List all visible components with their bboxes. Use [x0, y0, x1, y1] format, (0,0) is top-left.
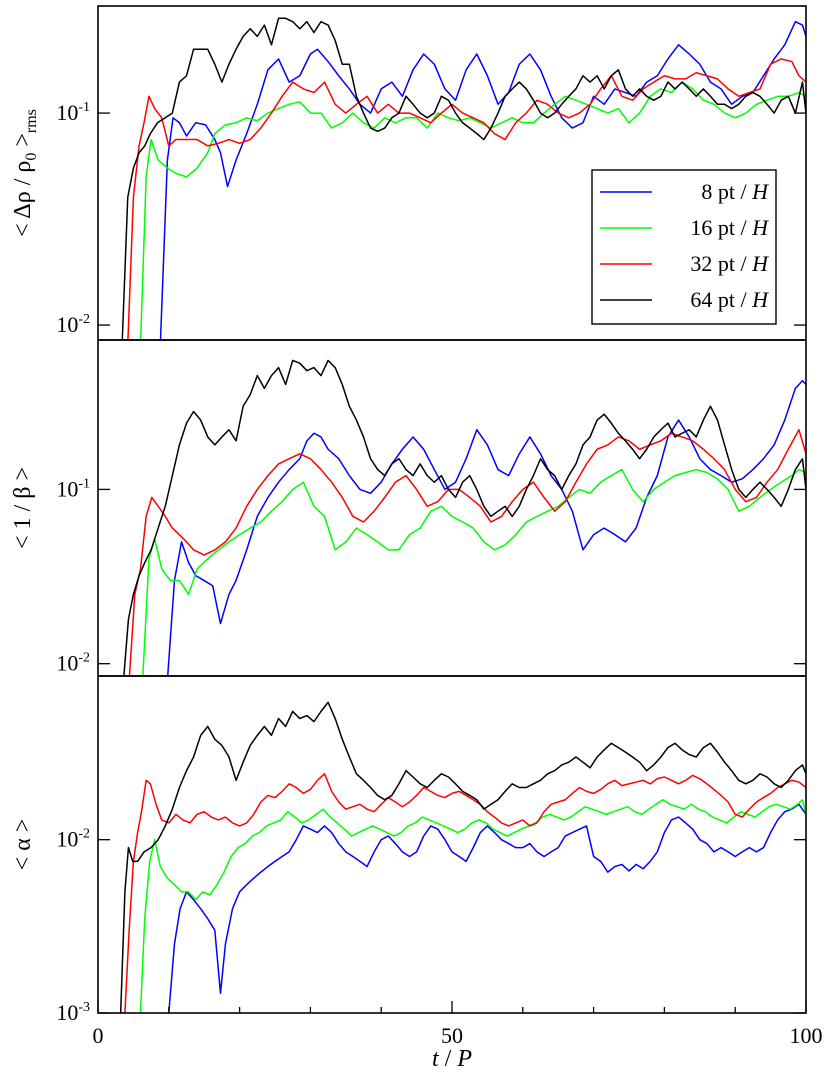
series-line-32pt-density-fluctuation [127, 58, 806, 340]
ylabel-text: < α > [10, 819, 36, 871]
legend-label-8pt: 8 pt / H [701, 179, 769, 204]
ylabel-sub0: 0 [23, 153, 40, 161]
xlabel-sep: / [439, 1046, 458, 1072]
legend-label-italic: H [751, 215, 769, 240]
legend-label-italic: H [751, 251, 769, 276]
panel-density-fluctuation: 10-110-2< Δρ / ρ0 >rms [10, 5, 807, 341]
xlabel-P: P [456, 1046, 472, 1072]
tick-mantissa: 10 [56, 100, 78, 125]
panel-frame [97, 339, 807, 677]
tick-mantissa: 10 [56, 1000, 78, 1025]
legend-label-text: 16 pt / [690, 215, 752, 240]
legend-label-italic: H [751, 179, 769, 204]
panel-frame [97, 675, 807, 1014]
x-tick-label-50: 50 [441, 1023, 463, 1048]
y-tick-label-inverse-beta-1: 10-2 [56, 651, 90, 676]
xlabel-t: t [432, 1046, 440, 1072]
y-tick-label-density-fluctuation-0: 10-1 [56, 100, 90, 125]
legend: 8 pt / H16 pt / H32 pt / H64 pt / H [591, 169, 777, 325]
series-line-32pt-inverse-beta [128, 428, 806, 676]
tick-exponent: -2 [78, 312, 90, 327]
legend-label-32pt: 32 pt / H [690, 251, 769, 276]
ylabel-lead: < Δρ / ρ [10, 161, 36, 237]
series-line-64pt-alpha [119, 701, 806, 1013]
tick-mantissa: 10 [56, 827, 78, 852]
x-axis-label: t / P [432, 1046, 472, 1072]
tick-exponent: -1 [78, 100, 90, 115]
series-line-8pt-inverse-beta [166, 380, 806, 676]
series-line-8pt-density-fluctuation [159, 20, 806, 340]
series-line-16pt-alpha [139, 799, 806, 1013]
panel-inverse-beta: 10-110-2< 1 / β > [10, 339, 807, 677]
y-tick-label-inverse-beta-0: 10-1 [56, 476, 90, 501]
tick-exponent: -2 [78, 827, 90, 842]
tick-exponent: -1 [78, 476, 90, 491]
legend-label-64pt: 64 pt / H [690, 287, 769, 312]
ylabel-mid: > [10, 133, 36, 153]
ylabel-sub-rms: rms [23, 109, 40, 133]
series-line-16pt-density-fluctuation [139, 81, 806, 340]
legend-label-text: 8 pt / [701, 179, 752, 204]
series-line-64pt-density-fluctuation [121, 17, 806, 340]
y-tick-label-alpha-0: 10-2 [56, 827, 90, 852]
ylabel-text: < 1 / β > [10, 467, 36, 549]
series-line-64pt-inverse-beta [123, 359, 806, 676]
tick-exponent: -3 [78, 1000, 90, 1015]
legend-label-16pt: 16 pt / H [690, 215, 769, 240]
legend-label-italic: H [751, 287, 769, 312]
y-axis-label-alpha: < α > [10, 819, 36, 871]
y-tick-label-density-fluctuation-1: 10-2 [56, 312, 90, 337]
tick-mantissa: 10 [56, 312, 78, 337]
legend-label-text: 32 pt / [690, 251, 752, 276]
legend-label-text: 64 pt / [690, 287, 752, 312]
y-axis-label-inverse-beta: < 1 / β > [10, 467, 36, 549]
x-tick-label-100: 100 [790, 1023, 823, 1048]
x-axis: 0 50 100 t / P [93, 1001, 823, 1072]
tick-mantissa: 10 [56, 476, 78, 501]
panel-alpha: 10-210-3< α > [10, 675, 807, 1025]
y-tick-label-alpha-1: 10-3 [56, 1000, 90, 1025]
series-line-32pt-alpha [124, 773, 806, 1013]
legend-box [591, 169, 777, 325]
tick-mantissa: 10 [56, 651, 78, 676]
x-tick-label-0: 0 [93, 1023, 104, 1048]
series-line-8pt-alpha [168, 803, 806, 1013]
series-line-16pt-inverse-beta [142, 468, 806, 676]
tick-exponent: -2 [78, 651, 90, 666]
y-axis-label-density-fluctuation: < Δρ / ρ0 >rms [10, 109, 40, 237]
